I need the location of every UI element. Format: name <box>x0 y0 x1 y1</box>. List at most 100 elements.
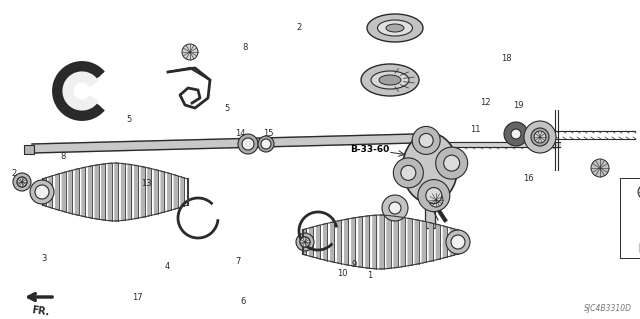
Polygon shape <box>394 216 397 268</box>
Circle shape <box>418 180 450 211</box>
Polygon shape <box>148 168 151 216</box>
Polygon shape <box>436 224 440 260</box>
Circle shape <box>242 138 254 150</box>
Text: 2: 2 <box>296 23 301 32</box>
Circle shape <box>182 44 198 60</box>
Bar <box>425 203 435 228</box>
Text: 15: 15 <box>264 129 274 138</box>
Ellipse shape <box>361 64 419 96</box>
Circle shape <box>451 235 465 249</box>
Ellipse shape <box>371 71 409 89</box>
Text: 14: 14 <box>235 130 245 138</box>
Circle shape <box>504 122 528 146</box>
Circle shape <box>300 237 310 247</box>
Ellipse shape <box>378 20 413 36</box>
Polygon shape <box>32 134 415 153</box>
Circle shape <box>446 230 470 254</box>
Text: 6: 6 <box>241 297 246 306</box>
Polygon shape <box>366 216 369 268</box>
Polygon shape <box>161 171 164 213</box>
Bar <box>24 145 34 154</box>
Bar <box>424 133 436 168</box>
Polygon shape <box>317 225 320 259</box>
Circle shape <box>35 185 49 199</box>
Text: 5: 5 <box>225 104 230 113</box>
Text: 10: 10 <box>337 269 348 278</box>
Polygon shape <box>373 215 376 269</box>
Circle shape <box>17 177 27 187</box>
Circle shape <box>13 173 31 191</box>
Polygon shape <box>62 172 65 212</box>
Polygon shape <box>141 167 145 218</box>
Circle shape <box>382 195 408 221</box>
Circle shape <box>261 139 271 149</box>
Polygon shape <box>359 217 362 267</box>
Text: 5: 5 <box>127 115 132 124</box>
Ellipse shape <box>403 133 458 203</box>
Circle shape <box>238 134 258 154</box>
Polygon shape <box>429 223 433 262</box>
Polygon shape <box>42 178 46 206</box>
Text: 19: 19 <box>513 101 524 110</box>
Circle shape <box>436 147 468 179</box>
Polygon shape <box>345 219 348 265</box>
Text: FR.: FR. <box>30 305 50 317</box>
Polygon shape <box>56 174 59 210</box>
Circle shape <box>426 188 442 204</box>
Circle shape <box>524 121 556 153</box>
Polygon shape <box>76 169 79 215</box>
Circle shape <box>419 133 433 147</box>
Text: 13: 13 <box>141 179 151 188</box>
Polygon shape <box>387 215 390 269</box>
Polygon shape <box>174 175 178 209</box>
Polygon shape <box>82 167 85 217</box>
Polygon shape <box>451 228 454 256</box>
Polygon shape <box>49 176 52 208</box>
Polygon shape <box>135 165 138 219</box>
Ellipse shape <box>386 24 404 32</box>
Circle shape <box>638 185 640 199</box>
Polygon shape <box>415 142 560 147</box>
Circle shape <box>401 165 416 180</box>
Text: 3: 3 <box>41 254 46 263</box>
Text: 8: 8 <box>243 43 248 52</box>
Polygon shape <box>181 177 184 207</box>
Polygon shape <box>324 223 327 261</box>
Polygon shape <box>444 226 447 258</box>
Text: 1: 1 <box>367 271 372 280</box>
Circle shape <box>444 155 460 171</box>
Polygon shape <box>168 173 171 211</box>
Polygon shape <box>380 215 383 269</box>
Text: 7: 7 <box>236 257 241 266</box>
Text: 16: 16 <box>523 174 533 183</box>
Bar <box>620 178 640 258</box>
Text: 11: 11 <box>470 125 480 134</box>
Polygon shape <box>88 166 92 218</box>
Circle shape <box>296 233 314 251</box>
Polygon shape <box>122 163 125 220</box>
Text: 4: 4 <box>165 262 170 271</box>
Text: 17: 17 <box>132 293 143 302</box>
Circle shape <box>394 158 423 188</box>
Text: 8: 8 <box>60 152 65 161</box>
Text: SJC4B3310D: SJC4B3310D <box>584 304 632 313</box>
Polygon shape <box>303 229 306 255</box>
Circle shape <box>17 177 27 187</box>
Ellipse shape <box>379 75 401 85</box>
Polygon shape <box>128 164 131 220</box>
Polygon shape <box>115 163 118 221</box>
Circle shape <box>531 128 549 146</box>
Circle shape <box>300 237 310 247</box>
Polygon shape <box>422 221 426 263</box>
Polygon shape <box>338 220 341 264</box>
Polygon shape <box>331 222 334 262</box>
Text: 12: 12 <box>480 98 490 107</box>
Polygon shape <box>95 165 99 219</box>
Text: 2: 2 <box>12 169 17 178</box>
Text: B-33-60: B-33-60 <box>350 145 389 154</box>
Polygon shape <box>352 218 355 266</box>
Polygon shape <box>154 169 158 215</box>
Circle shape <box>511 129 521 139</box>
Polygon shape <box>408 218 412 266</box>
Text: 18: 18 <box>502 54 512 63</box>
